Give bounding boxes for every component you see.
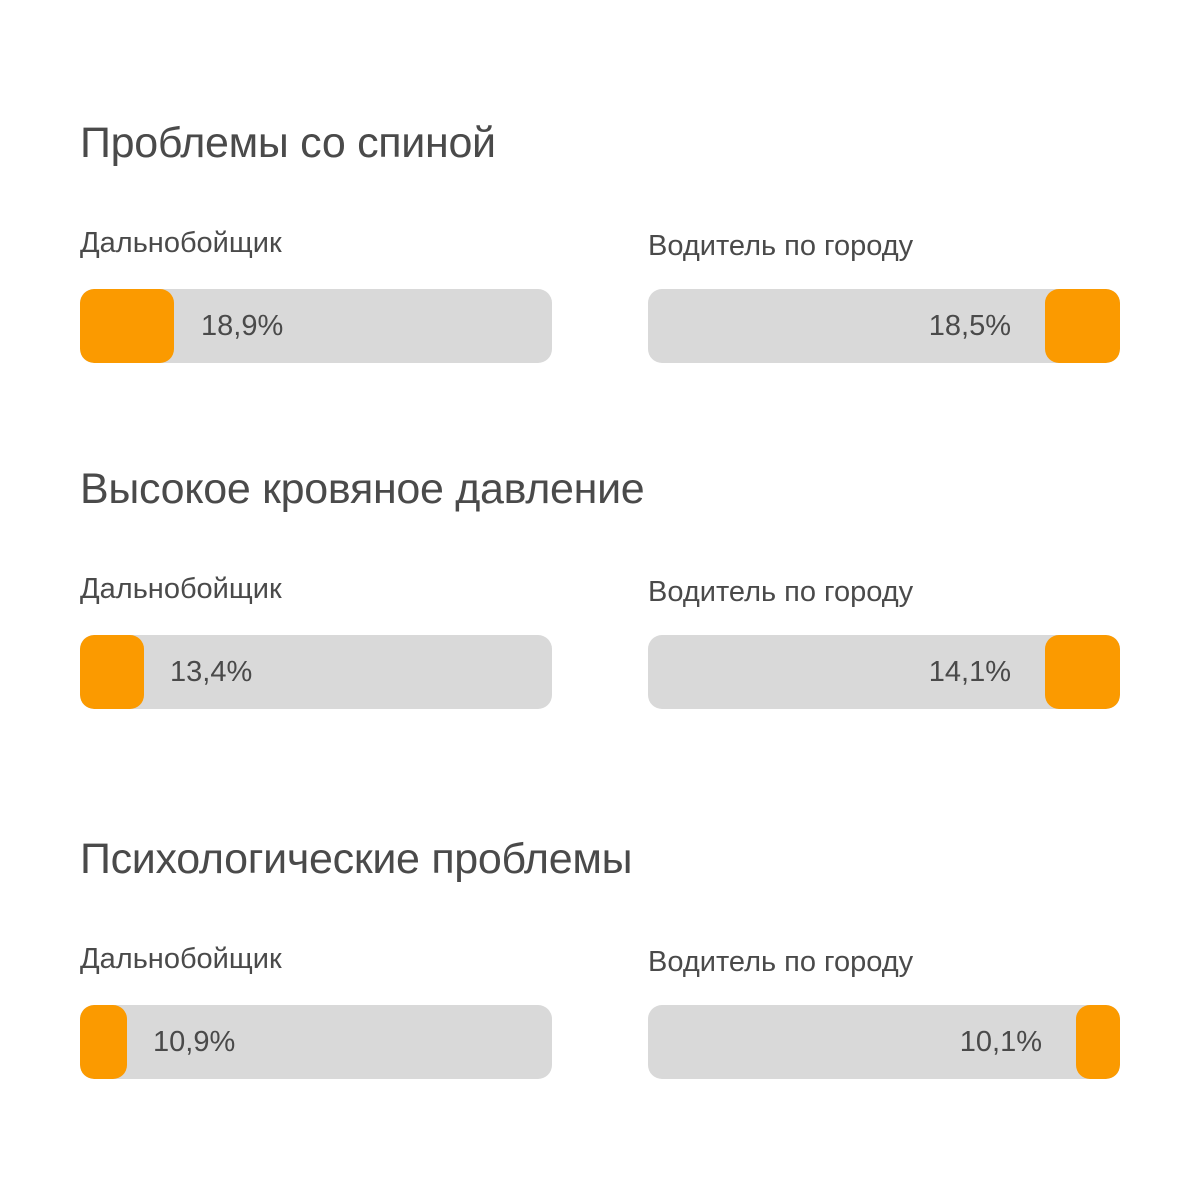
bar-value: 10,1% (959, 1026, 1042, 1058)
bar-value: 18,9% (201, 310, 284, 342)
bar-value: 14,1% (928, 656, 1011, 688)
bar-trucker-psych: 10,9% (80, 1005, 552, 1079)
label-city-driver: Водитель по городу (648, 946, 914, 978)
bar-value: 13,4% (170, 656, 253, 688)
bar-trucker-pressure: 13,4% (80, 635, 552, 709)
bar-value: 18,5% (928, 310, 1011, 342)
label-trucker: Дальнобойщик (80, 943, 282, 975)
section-title-blood-pressure: Высокое кровяное давление (80, 465, 645, 513)
bar-fill (80, 289, 174, 363)
label-city-driver: Водитель по городу (648, 576, 914, 608)
bar-city-psych: 10,1% (648, 1005, 1120, 1079)
bar-trucker-back: 18,9% (80, 289, 552, 363)
section-title-back-problems: Проблемы со спиной (80, 119, 496, 167)
bar-fill (80, 635, 144, 709)
section-title-psych-problems: Психологические проблемы (80, 835, 633, 883)
bar-fill (80, 1005, 127, 1079)
label-city-driver: Водитель по городу (648, 230, 914, 262)
bar-fill (1076, 1005, 1120, 1079)
bar-fill (1045, 635, 1120, 709)
bar-value: 10,9% (153, 1026, 236, 1058)
label-trucker: Дальнобойщик (80, 227, 282, 259)
bar-city-pressure: 14,1% (648, 635, 1120, 709)
label-trucker: Дальнобойщик (80, 573, 282, 605)
bar-city-back: 18,5% (648, 289, 1120, 363)
bar-fill (1045, 289, 1120, 363)
